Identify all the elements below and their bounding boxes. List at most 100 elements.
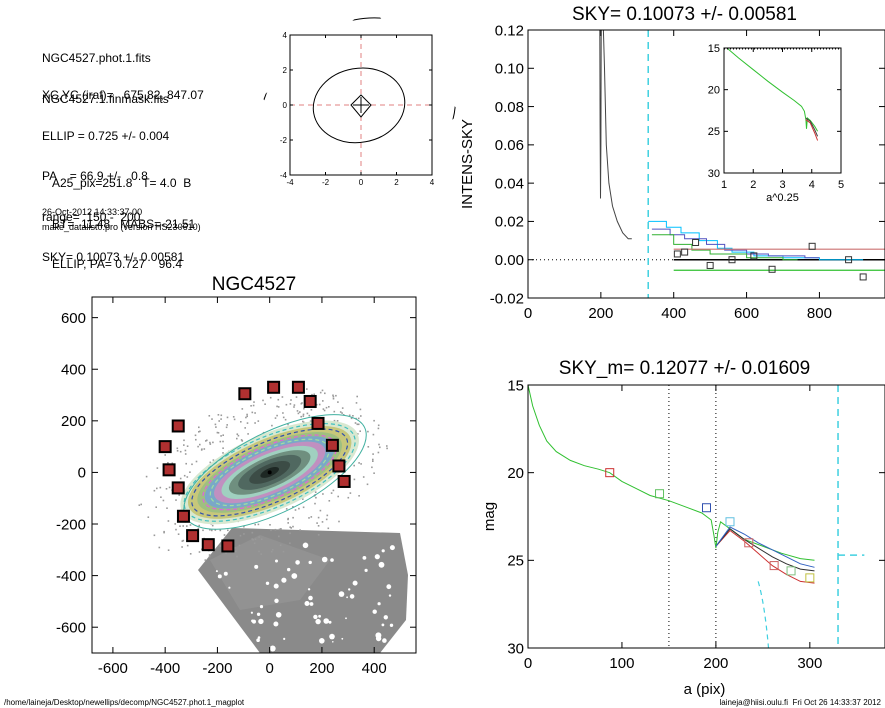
halo-pixel (198, 426, 200, 429)
halo-pixel (239, 534, 242, 537)
halo-pixel (367, 430, 369, 433)
halo-pixel (158, 546, 161, 549)
halo-pixel (155, 506, 157, 508)
halo-pixel (176, 450, 179, 452)
halo-pixel (269, 396, 272, 399)
halo-pixel (243, 533, 245, 535)
halo-pixel (254, 538, 257, 541)
x-tick-label: 100 (609, 655, 634, 672)
mask-region-gray (210, 535, 330, 610)
x-tick-label: 400 (362, 660, 387, 677)
y-tick-label: 30 (708, 168, 720, 180)
halo-pixel (308, 414, 311, 417)
galaxy-nucleus (267, 470, 272, 475)
halo-pixel (359, 408, 362, 411)
sky-data-square (673, 250, 681, 258)
halo-pixel (300, 415, 302, 418)
mask-square (176, 509, 190, 523)
mask-hole (265, 581, 270, 585)
mask-hole (349, 594, 355, 599)
mask-hole (213, 640, 217, 644)
sky-step-line (651, 228, 820, 259)
info-line: BT= 11.48 MABS=-21.51 (52, 216, 196, 231)
halo-pixel (332, 394, 334, 397)
halo-pixel (220, 414, 223, 417)
mask-hole (341, 637, 344, 640)
halo-pixel (218, 420, 220, 422)
y-tick-label: 15 (708, 43, 720, 55)
x-tick-label: -200 (202, 660, 232, 677)
halo-pixel (356, 395, 358, 398)
halo-pixel (278, 535, 280, 538)
mag-data-square (725, 517, 735, 527)
halo-pixel (254, 523, 256, 526)
inner-contour (350, 94, 372, 118)
halo-pixel (153, 489, 156, 492)
fitted-isophote (183, 422, 356, 522)
mask-hole (259, 605, 264, 609)
halo-pixel (212, 441, 214, 444)
mask-hole (372, 609, 377, 614)
halo-pixel (337, 401, 339, 403)
x-tick-label: 200 (309, 660, 334, 677)
halo-pixel (278, 528, 281, 531)
mask-hole (374, 554, 380, 560)
halo-pixel (197, 527, 200, 530)
halo-pixel (244, 427, 246, 429)
halo-pixel (222, 447, 224, 449)
sky-limit-curve (757, 581, 770, 648)
mask-hole (321, 556, 328, 563)
halo-pixel (251, 411, 254, 414)
mask-square (221, 539, 235, 553)
sky-plot-title: SKY= 0.10073 +/- 0.00581 (572, 4, 797, 25)
halo-pixel (315, 496, 317, 499)
halo-pixel (359, 430, 361, 432)
mask-square (158, 440, 172, 454)
galaxy-image-group (138, 388, 408, 653)
mask-hole (389, 623, 394, 627)
halo-pixel (222, 434, 224, 436)
halo-pixel (167, 549, 170, 551)
halo-pixel (321, 521, 324, 523)
halo-pixel (186, 525, 188, 527)
sky-data-square (808, 242, 816, 250)
halo-pixel (282, 416, 285, 419)
halo-pixel (238, 544, 241, 547)
mask-hole (346, 596, 348, 599)
halo-pixel (179, 450, 182, 453)
halo-pixel (253, 401, 255, 403)
halo-pixel (285, 508, 288, 510)
mask-hole (217, 574, 222, 579)
halo-pixel (222, 452, 224, 454)
halo-pixel (328, 406, 330, 408)
mask-hole (329, 633, 335, 640)
mag-series-line (715, 529, 815, 584)
halo-pixel (314, 491, 317, 493)
halo-pixel (200, 449, 203, 451)
y-tick-label: -0.02 (490, 290, 524, 307)
halo-pixel (325, 406, 328, 409)
y-tick-label: 20 (507, 465, 524, 482)
halo-pixel (181, 546, 183, 548)
halo-pixel (326, 514, 329, 517)
halo-pixel (163, 530, 165, 533)
halo-pixel (140, 503, 142, 506)
mask-hole (375, 632, 382, 639)
mask-hole (388, 594, 392, 597)
halo-pixel (222, 440, 224, 443)
halo-pixel (240, 439, 243, 441)
halo-pixel (184, 449, 187, 452)
y-tick-label: -400 (56, 568, 86, 585)
halo-pixel (356, 423, 359, 426)
halo-pixel (272, 548, 274, 551)
halo-pixel (258, 550, 260, 553)
x-tick-label: 2 (394, 178, 399, 187)
halo-pixel (198, 551, 201, 553)
halo-pixel (246, 422, 249, 424)
halo-pixel (209, 443, 212, 445)
halo-pixel (176, 447, 179, 450)
halo-pixel (257, 523, 260, 526)
footer-path: /home/laineja/Desktop/newellips/decomp/N… (4, 698, 245, 707)
halo-pixel (202, 529, 204, 532)
mask-hole (254, 564, 259, 569)
